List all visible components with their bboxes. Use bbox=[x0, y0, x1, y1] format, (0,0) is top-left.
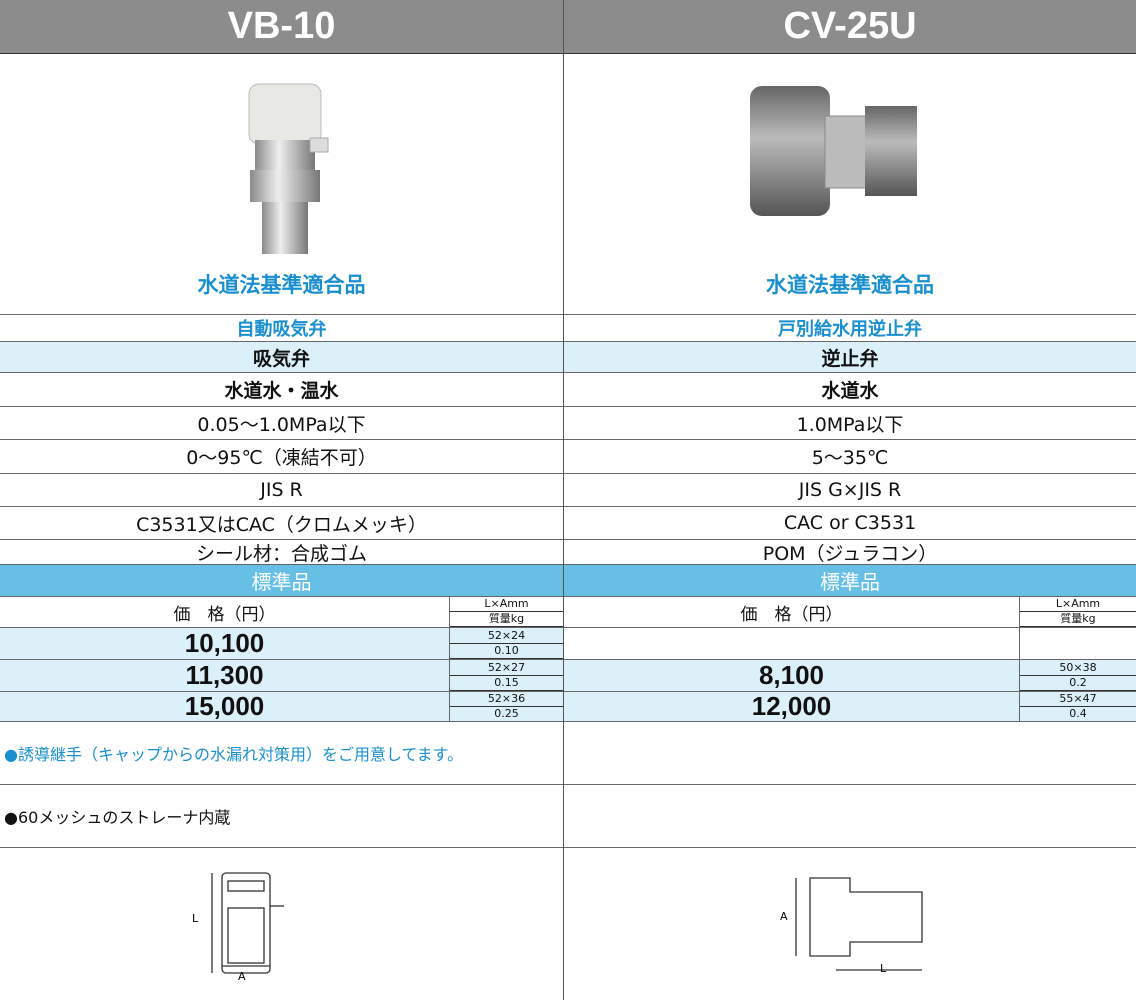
price bbox=[564, 628, 1020, 660]
valve-type: 逆止弁 bbox=[564, 342, 1136, 373]
size: 52×24 bbox=[450, 629, 563, 644]
size: 52×27 bbox=[450, 661, 563, 676]
standard-label: 標準品 bbox=[564, 565, 1136, 597]
dim-header-text: 質量kg bbox=[450, 612, 563, 627]
dim-header: L×Amm 質量kg bbox=[450, 597, 563, 628]
dimension-label: L bbox=[192, 912, 199, 925]
model-header: VB-10 bbox=[0, 0, 563, 54]
category: 自動吸気弁 bbox=[0, 315, 563, 342]
size: 52×36 bbox=[450, 692, 563, 707]
column-divider bbox=[563, 0, 564, 1000]
dimensions: 52×36 0.25 bbox=[450, 692, 563, 722]
fluid: 水道水 bbox=[564, 373, 1136, 407]
weight: 0.2 bbox=[1020, 676, 1136, 691]
photo-area-border bbox=[0, 54, 563, 315]
vb10-photo bbox=[248, 83, 329, 254]
price: 8,100 bbox=[564, 660, 1020, 692]
dimension-label: A bbox=[238, 970, 246, 983]
note: ●60メッシュのストレーナ内蔵 bbox=[0, 785, 563, 848]
model-header: CV-25U bbox=[564, 0, 1136, 54]
price: 11,300 bbox=[0, 660, 450, 692]
vb10-diagram bbox=[211, 872, 284, 974]
price: 15,000 bbox=[0, 692, 450, 722]
dim-header: L×Amm 質量kg bbox=[1020, 597, 1136, 628]
seal: POM（ジュラコン） bbox=[564, 540, 1136, 565]
price-header: 価 格（円） bbox=[0, 597, 450, 628]
dimensions: 52×27 0.15 bbox=[450, 660, 563, 692]
note bbox=[564, 722, 1136, 785]
valve-type: 吸気弁 bbox=[0, 342, 563, 373]
dimension-diagrams bbox=[211, 872, 923, 974]
price-header: 価 格（円） bbox=[564, 597, 1020, 628]
price: 10,100 bbox=[0, 628, 450, 660]
connection: JIS G×JIS R bbox=[564, 474, 1136, 507]
dim-header-text: 質量kg bbox=[1020, 612, 1136, 627]
size: 50×38 bbox=[1020, 661, 1136, 676]
pressure: 0.05～1.0MPa以下 bbox=[0, 407, 563, 440]
dimension-label: L bbox=[880, 962, 887, 975]
weight: 0.4 bbox=[1020, 707, 1136, 721]
dimensions bbox=[1020, 628, 1136, 660]
material: CAC or C3531 bbox=[564, 507, 1136, 540]
fluid: 水道水・温水 bbox=[0, 373, 563, 407]
product-photos bbox=[248, 83, 917, 254]
compliance-badge: 水道法基準適合品 bbox=[197, 273, 366, 297]
dim-header-text: L×Amm bbox=[450, 597, 563, 612]
seal: シール材：合成ゴム bbox=[0, 540, 563, 565]
note: ●誘導継手（キャップからの水漏れ対策用）をご用意してます。 bbox=[0, 722, 563, 785]
pressure: 1.0MPa以下 bbox=[564, 407, 1136, 440]
weight: 0.25 bbox=[450, 707, 563, 721]
connection: JIS R bbox=[0, 474, 563, 507]
dimensions: 50×38 0.2 bbox=[1020, 660, 1136, 692]
material: C3531又はCAC（クロムメッキ） bbox=[0, 507, 563, 540]
note bbox=[564, 785, 1136, 848]
size: 55×47 bbox=[1020, 692, 1136, 707]
weight: 0.15 bbox=[450, 676, 563, 691]
photo-area-border bbox=[564, 54, 1136, 315]
dim-header-text: L×Amm bbox=[1020, 597, 1136, 612]
compliance-badge: 水道法基準適合品 bbox=[766, 273, 934, 297]
weight: 0.10 bbox=[450, 644, 563, 659]
category: 戸別給水用逆止弁 bbox=[564, 315, 1136, 342]
dimensions: 55×47 0.4 bbox=[1020, 692, 1136, 722]
cv25u-diagram bbox=[795, 877, 923, 971]
price: 12,000 bbox=[564, 692, 1020, 722]
standard-label: 標準品 bbox=[0, 565, 563, 597]
temperature: 5～35℃ bbox=[564, 440, 1136, 474]
temperature: 0～95℃（凍結不可） bbox=[0, 440, 563, 474]
cv25u-photo bbox=[750, 86, 917, 216]
dimensions: 52×24 0.10 bbox=[450, 628, 563, 660]
dimension-label: A bbox=[780, 910, 788, 923]
